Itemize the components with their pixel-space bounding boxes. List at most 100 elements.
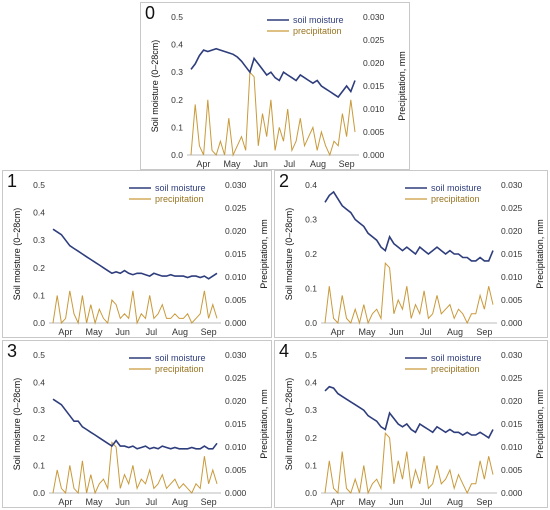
x-tick-label: Aug (447, 497, 463, 507)
y-left-tick-label: 0.2 (305, 249, 317, 259)
y-left-tick-label: 0.1 (305, 460, 317, 470)
y-right-tick-label: 0.015 (501, 419, 523, 429)
y-right-tick-label: 0.020 (225, 226, 247, 236)
y-left-tick-label: 0.3 (305, 405, 317, 415)
y-left-tick-label: 0.5 (305, 350, 317, 360)
x-tick-label: May (85, 497, 103, 507)
y-left-tick-label: 0.5 (171, 12, 183, 22)
chart-panel-3: 0.0 0.1 0.2 0.3 0.4 0.5 0.000 0.005 0.010 0.015 0.… (2, 340, 272, 508)
y-right-tick-label: 0.005 (501, 295, 523, 305)
y-left-tick-label: 0.5 (33, 350, 45, 360)
y-left-tick-label: 0.0 (33, 318, 45, 328)
y-left-tick-label: 0.3 (33, 405, 45, 415)
legend-label-precipitation: precipitation (155, 364, 204, 374)
y-left-axis-title: Soil moisture (0–28cm) (284, 378, 294, 471)
y-right-tick-label: 0.030 (363, 12, 385, 22)
x-tick-label: Sep (339, 159, 355, 169)
x-tick-label: Aug (310, 159, 326, 169)
y-right-tick-label: 0.010 (225, 442, 247, 452)
x-tick-label: Apr (196, 159, 210, 169)
x-tick-label: Aug (172, 497, 188, 507)
panel-label: 1 (7, 171, 18, 191)
y-left-tick-label: 0.1 (171, 122, 183, 132)
y-left-tick-label: 0.3 (305, 215, 317, 225)
y-left-tick-label: 0.4 (171, 40, 183, 50)
y-left-tick-label: 0.4 (305, 378, 317, 388)
y-right-tick-label: 0.030 (501, 350, 523, 360)
y-right-tick-label: 0.000 (225, 488, 247, 498)
y-right-tick-label: 0.015 (363, 81, 385, 91)
chart-panel-0: 0.0 0.1 0.2 0.3 0.4 0.5 0.000 0.005 0.010 0.015 0.… (140, 2, 410, 170)
legend-label-precipitation: precipitation (431, 364, 480, 374)
y-left-tick-label: 0.0 (171, 150, 183, 160)
precipitation-line (324, 432, 494, 495)
y-right-tick-label: 0.000 (363, 150, 385, 160)
precipitation-line (52, 441, 218, 495)
y-left-tick-label: 0.4 (33, 208, 45, 218)
y-right-axis-title: Precipitation, mm (535, 219, 545, 289)
y-right-tick-label: 0.005 (225, 295, 247, 305)
soil-moisture-line (52, 398, 218, 450)
soil-moisture-line (324, 190, 494, 262)
y-left-axis-title: Soil moisture (0–28cm) (284, 208, 294, 301)
y-right-tick-label: 0.005 (225, 465, 247, 475)
y-right-tick-label: 0.025 (363, 35, 385, 45)
x-tick-label: Jun (389, 497, 404, 507)
soil-moisture-line (190, 47, 356, 99)
x-tick-label: Aug (172, 327, 188, 337)
y-right-axis-title: Precipitation, mm (259, 219, 269, 289)
soil-moisture-line (52, 228, 218, 280)
y-right-tick-label: 0.005 (501, 465, 523, 475)
panel-label: 0 (145, 3, 156, 23)
x-tick-label: Jun (253, 159, 268, 169)
y-right-tick-label: 0.025 (225, 373, 247, 383)
x-tick-label: May (358, 497, 376, 507)
y-right-tick-label: 0.015 (225, 419, 247, 429)
y-right-tick-label: 0.015 (501, 249, 523, 259)
legend-label-soil-moisture: soil moisture (155, 183, 206, 193)
y-right-axis-title: Precipitation, mm (259, 389, 269, 459)
y-left-tick-label: 0.0 (33, 488, 45, 498)
y-left-axis-title: Soil moisture (0–28cm) (12, 378, 22, 471)
legend-label-soil-moisture: soil moisture (155, 353, 206, 363)
y-right-tick-label: 0.000 (501, 318, 523, 328)
legend-label-soil-moisture: soil moisture (431, 353, 482, 363)
y-left-tick-label: 0.0 (305, 488, 317, 498)
chart-0: 0.0 0.1 0.2 0.3 0.4 0.5 0.000 0.005 0.010 0.015 0.… (150, 12, 407, 169)
y-left-axis-title: Soil moisture (0–28cm) (150, 40, 160, 133)
x-tick-label: Jul (420, 497, 432, 507)
legend-label-soil-moisture: soil moisture (293, 15, 344, 25)
x-tick-label: May (85, 327, 103, 337)
x-tick-label: Aug (447, 327, 463, 337)
y-right-tick-label: 0.020 (501, 226, 523, 236)
x-tick-label: Jun (389, 327, 404, 337)
y-left-tick-label: 0.0 (305, 318, 317, 328)
y-right-tick-label: 0.010 (225, 272, 247, 282)
y-right-tick-label: 0.030 (225, 180, 247, 190)
y-right-tick-label: 0.020 (225, 396, 247, 406)
y-right-tick-label: 0.025 (501, 203, 523, 213)
y-right-tick-label: 0.000 (225, 318, 247, 328)
y-right-tick-label: 0.030 (225, 350, 247, 360)
y-left-tick-label: 0.3 (33, 235, 45, 245)
x-tick-label: Jul (146, 327, 158, 337)
chart-panel-4: 0.0 0.1 0.2 0.3 0.4 0.5 0.000 0.005 0.010 0.015 0.… (274, 340, 548, 508)
x-tick-label: Sep (476, 327, 492, 337)
y-right-tick-label: 0.015 (225, 249, 247, 259)
y-left-tick-label: 0.4 (305, 180, 317, 190)
panel-label: 2 (279, 171, 290, 191)
legend-label-precipitation: precipitation (431, 194, 480, 204)
x-tick-label: Sep (476, 497, 492, 507)
y-right-tick-label: 0.020 (501, 396, 523, 406)
y-right-tick-label: 0.030 (501, 180, 523, 190)
x-tick-label: May (223, 159, 241, 169)
x-tick-label: Jun (115, 497, 130, 507)
chart-1: 0.0 0.1 0.2 0.3 0.4 0.5 0.000 0.005 0.010 0.015 0.… (12, 180, 269, 337)
x-tick-label: Sep (201, 327, 217, 337)
y-left-axis-title: Soil moisture (0–28cm) (12, 208, 22, 301)
y-left-tick-label: 0.1 (33, 290, 45, 300)
y-left-tick-label: 0.2 (171, 95, 183, 105)
legend-label-precipitation: precipitation (155, 194, 204, 204)
y-right-tick-label: 0.005 (363, 127, 385, 137)
y-left-tick-label: 0.2 (33, 433, 45, 443)
